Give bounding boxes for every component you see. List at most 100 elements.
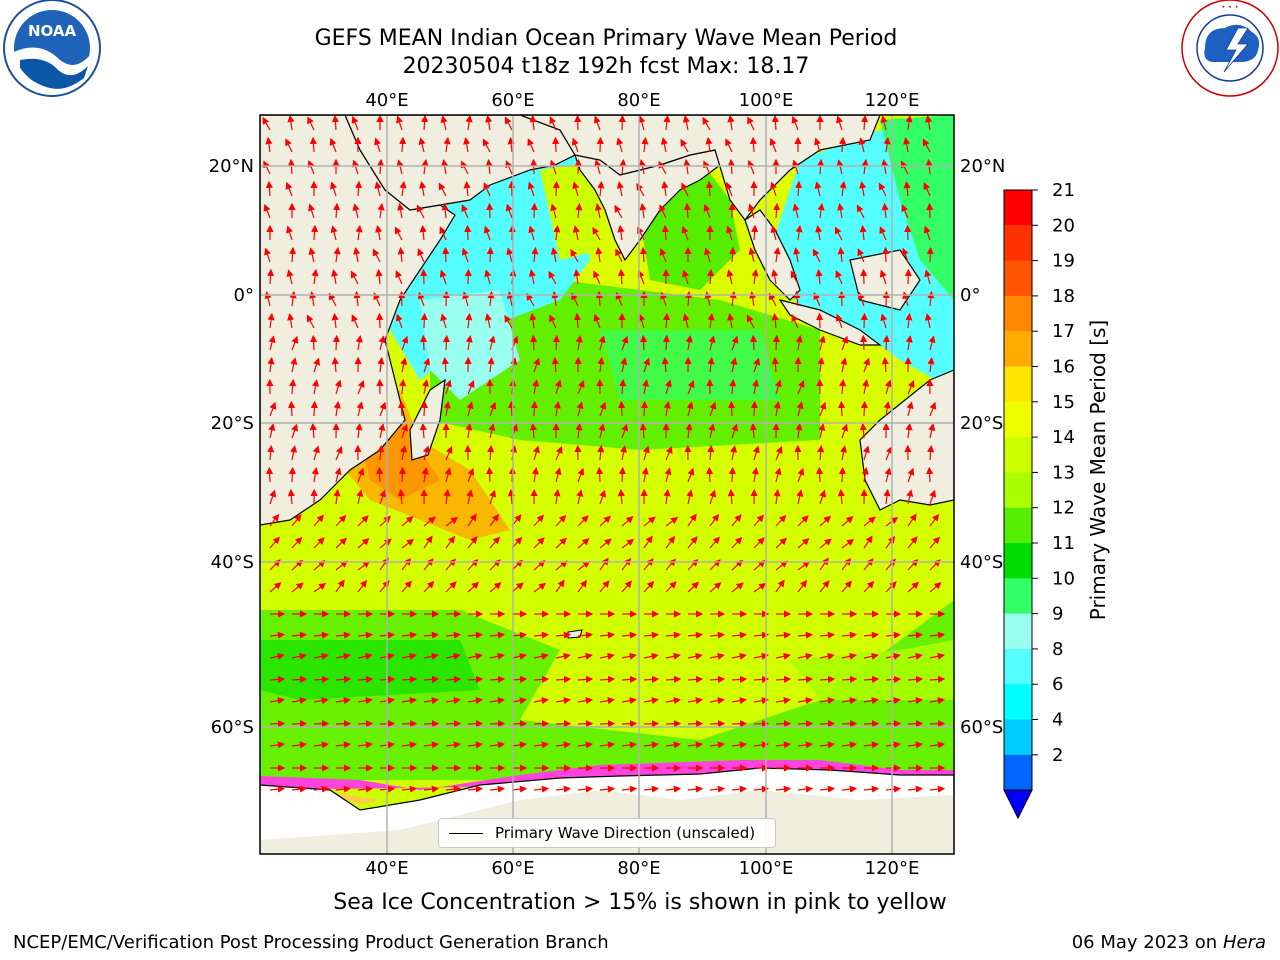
wave-direction-arrow (441, 159, 449, 175)
wave-direction-arrow (681, 182, 689, 197)
wave-direction-arrow (658, 160, 667, 175)
wave-direction-arrow (926, 246, 934, 263)
wave-direction-arrow (900, 160, 909, 175)
wave-direction-arrow (859, 224, 867, 241)
wave-direction-arrow (445, 516, 459, 527)
wave-direction-arrow (511, 675, 528, 684)
wave-direction-arrow (335, 720, 352, 728)
wave-direction-arrow (467, 720, 484, 728)
wave-direction-arrow (841, 557, 852, 571)
wave-direction-arrow (288, 246, 297, 263)
wave-direction-arrow (929, 582, 942, 593)
wave-direction-arrow (313, 631, 330, 639)
wave-direction-arrow (643, 631, 660, 639)
wave-direction-arrow (396, 159, 404, 175)
wave-direction-arrow (335, 445, 343, 461)
wave-direction-arrow (880, 115, 888, 131)
wave-direction-arrow (577, 538, 590, 549)
wave-direction-arrow (771, 312, 779, 329)
wave-direction-arrow (702, 116, 711, 131)
wave-direction-arrow (837, 488, 845, 505)
wave-direction-arrow (555, 720, 572, 728)
map-legend: Primary Wave Direction (unscaled) (438, 818, 776, 848)
wave-direction-arrow (549, 116, 557, 131)
wave-direction-arrow (841, 675, 858, 684)
wave-direction-arrow (904, 224, 912, 241)
colorbar-segment (1004, 543, 1032, 579)
top-lon-tick: 100°E (739, 90, 794, 111)
wave-direction-arrow (907, 536, 918, 549)
wave-direction-arrow (485, 115, 493, 131)
wave-direction-arrow (329, 137, 337, 153)
wave-direction-arrow (577, 379, 585, 395)
wave-direction-arrow (906, 401, 914, 417)
wave-direction-arrow (687, 675, 704, 684)
wave-direction-arrow (774, 467, 782, 483)
wave-direction-arrow (709, 582, 722, 593)
colorbar-segment (1004, 613, 1032, 650)
wave-direction-arrow (750, 224, 759, 241)
wave-direction-arrow (599, 720, 616, 728)
wave-direction-arrow (685, 335, 693, 351)
wave-direction-arrow (465, 115, 473, 131)
wave-direction-arrow (731, 720, 748, 728)
wave-direction-arrow (508, 400, 516, 417)
wave-direction-arrow (467, 581, 480, 593)
wave-direction-arrow (817, 202, 825, 219)
wave-direction-arrow (642, 379, 650, 395)
wave-direction-arrow (773, 488, 781, 505)
wave-direction-arrow (313, 741, 330, 749)
wave-direction-arrow (791, 115, 799, 131)
wave-direction-arrow (438, 182, 447, 197)
wave-direction-arrow (486, 246, 494, 263)
wave-direction-arrow (618, 115, 626, 131)
wave-direction-arrow (663, 488, 671, 505)
wave-direction-arrow (374, 181, 382, 197)
wave-direction-arrow (550, 203, 558, 219)
wave-direction-arrow (552, 180, 560, 197)
wave-direction-arrow (841, 335, 849, 351)
wave-direction-arrow (639, 422, 647, 439)
right-lat-tick: 20°S (960, 413, 1003, 434)
wave-direction-arrow (269, 536, 280, 549)
wave-direction-arrow (333, 246, 341, 263)
colorbar-tick-label: 21 (1052, 180, 1075, 201)
wave-direction-arrow (266, 466, 274, 483)
wave-direction-arrow (905, 115, 913, 131)
wave-direction-arrow (731, 741, 748, 749)
wave-direction-arrow (727, 115, 735, 131)
wave-direction-arrow (313, 720, 330, 728)
wave-direction-arrow (487, 356, 495, 373)
wave-direction-arrow (311, 268, 319, 285)
wave-direction-arrow (685, 422, 693, 439)
wave-direction-arrow (306, 314, 315, 329)
asia-land (519, 115, 881, 221)
wave-direction-arrow (555, 675, 572, 684)
wave-direction-arrow (372, 248, 381, 263)
wave-direction-arrow (484, 313, 492, 329)
wave-direction-arrow (796, 401, 804, 417)
wave-direction-arrow (291, 335, 299, 351)
wave-direction-arrow (489, 785, 506, 793)
wave-direction-arrow (885, 741, 902, 749)
wave-direction-arrow (819, 538, 832, 549)
wave-direction-arrow (753, 582, 767, 593)
wave-direction-arrow (883, 488, 891, 505)
wave-direction-arrow (488, 423, 496, 439)
wave-direction-arrow (399, 180, 407, 197)
wave-direction-arrow (708, 335, 716, 351)
wave-direction-arrow (285, 138, 293, 153)
wave-direction-arrow (401, 675, 418, 684)
left-lat-tick: 0° (234, 285, 254, 306)
wave-direction-arrow (643, 357, 651, 373)
wave-direction-arrow (507, 488, 515, 505)
wave-direction-arrow (819, 697, 835, 705)
wave-direction-arrow (841, 538, 855, 549)
wave-direction-arrow (375, 225, 383, 241)
wave-direction-arrow (287, 115, 295, 131)
wave-direction-arrow (287, 488, 295, 505)
wave-direction-arrow (533, 741, 550, 749)
footer-host: Hera (1222, 932, 1266, 953)
bottom-lon-tick: 40°E (365, 858, 408, 879)
wave-direction-arrow (354, 180, 363, 197)
